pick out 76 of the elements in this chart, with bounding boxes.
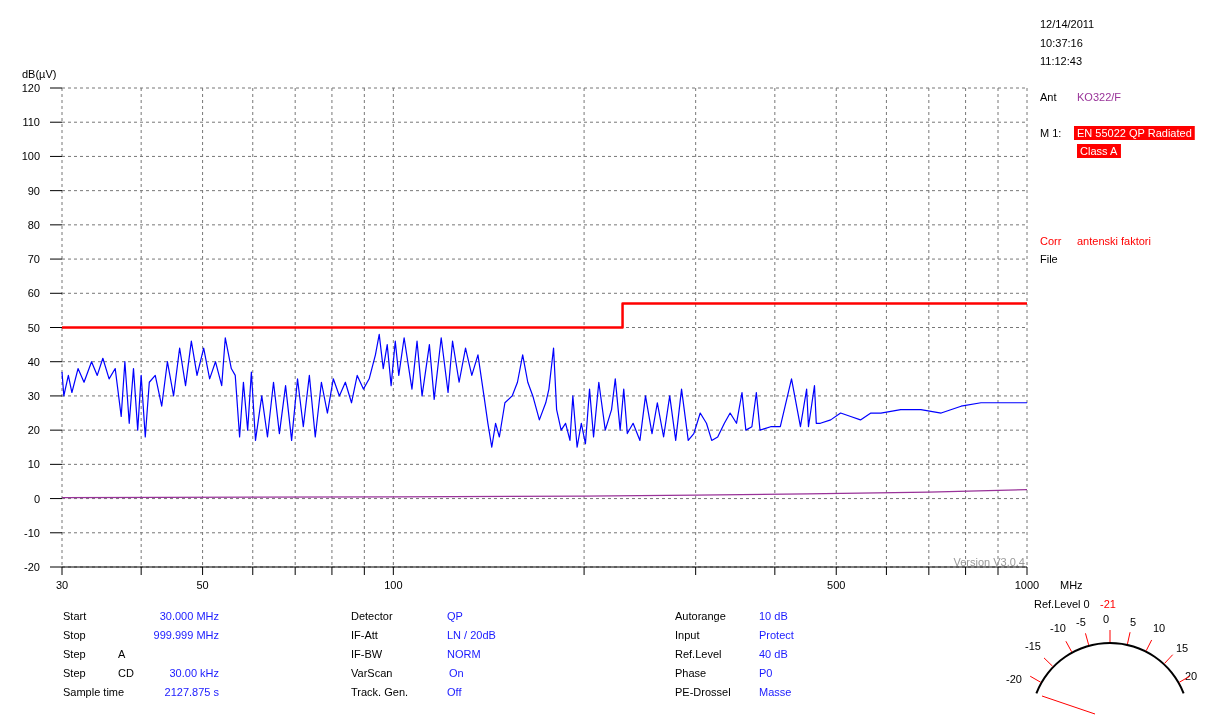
text: Ant xyxy=(1040,91,1057,103)
text: Masse xyxy=(759,686,792,698)
text: 40 dB xyxy=(759,648,788,660)
y-tick-label: 0 xyxy=(33,492,40,505)
text: Ref.Level xyxy=(675,648,722,660)
text: KO322/F xyxy=(1077,91,1122,103)
text: Protect xyxy=(759,629,794,641)
text: EN 55022 QP Radiated xyxy=(1077,127,1192,139)
text: P0 xyxy=(759,667,773,679)
text: 20 xyxy=(1185,670,1198,682)
y-tick-label: 40 xyxy=(27,355,40,368)
text: M 1: xyxy=(1040,127,1062,139)
text: antenski faktori xyxy=(1077,235,1151,247)
y-tick-label: -10 xyxy=(24,526,40,539)
text: 0 xyxy=(1102,613,1110,625)
text: Input xyxy=(675,629,700,641)
text: Start xyxy=(63,610,87,622)
text: 999.999 MHz xyxy=(153,629,219,641)
text: 12/14/2011 xyxy=(1040,18,1095,30)
text: CD xyxy=(118,667,134,679)
text: On xyxy=(449,667,464,679)
x-tick-label: 100 xyxy=(384,579,403,591)
text: Ref.Level 0 xyxy=(1034,598,1090,610)
y-tick-label: 110 xyxy=(22,116,40,129)
y-tick-label: 70 xyxy=(27,253,40,266)
x-tick-label: 30 xyxy=(55,579,69,591)
text: Stop xyxy=(63,629,86,641)
text: Step xyxy=(63,648,86,660)
text: NORM xyxy=(447,648,481,660)
text: 5 xyxy=(1130,616,1137,628)
text: Corr xyxy=(1040,235,1062,247)
y-tick-label: -20 xyxy=(24,561,40,573)
text: 10 xyxy=(1153,622,1166,634)
y-tick-label: 60 xyxy=(27,287,40,300)
annotation: Version V3.0.4 xyxy=(953,556,1025,568)
x-axis-title: MHz xyxy=(1060,579,1083,591)
y-tick-label: 90 xyxy=(27,184,40,197)
y-tick-label: 20 xyxy=(27,424,40,437)
text: Track. Gen. xyxy=(351,686,409,698)
text: Off xyxy=(447,686,463,698)
text: Phase xyxy=(675,667,707,679)
text: -15 xyxy=(1025,640,1041,652)
text: LN / 20dB xyxy=(447,629,496,641)
text: Autorange xyxy=(675,610,726,622)
y-tick-label: 80 xyxy=(27,218,40,231)
text: Detector xyxy=(351,610,393,622)
x-tick-label: 500 xyxy=(827,579,846,591)
text: IF-BW xyxy=(351,648,383,660)
y-tick-label: 50 xyxy=(27,321,40,334)
text: 15 xyxy=(1176,642,1189,654)
text: -5 xyxy=(1076,616,1086,628)
text: QP xyxy=(447,610,463,622)
text: 30.00 kHz xyxy=(169,667,219,679)
y-tick-label: 10 xyxy=(27,458,40,471)
text: PE-Drossel xyxy=(675,686,731,698)
x-tick-label: 50 xyxy=(196,579,209,591)
text: 30.000 MHz xyxy=(159,610,219,622)
text: Sample time xyxy=(63,686,125,698)
text: 10:37:16 xyxy=(1040,37,1083,49)
text: -20 xyxy=(1006,673,1022,685)
text: File xyxy=(1040,253,1058,265)
y-axis-title: dB(µV) xyxy=(22,68,57,80)
text: Class A xyxy=(1080,145,1118,157)
text: VarScan xyxy=(351,667,393,679)
text: 10 dB xyxy=(759,610,788,622)
text: A xyxy=(118,648,126,660)
y-tick-label: 100 xyxy=(21,150,40,163)
text: Step xyxy=(63,667,86,679)
y-tick-label: 30 xyxy=(27,389,40,402)
x-tick-label: 1000 xyxy=(1014,579,1040,591)
y-tick-label: 120 xyxy=(21,82,40,94)
text: -10 xyxy=(1050,622,1066,634)
text: 11:12:43 xyxy=(1040,55,1083,67)
text: -21 xyxy=(1100,598,1116,610)
text: 2127.875 s xyxy=(164,686,220,698)
text: IF-Att xyxy=(351,629,378,641)
